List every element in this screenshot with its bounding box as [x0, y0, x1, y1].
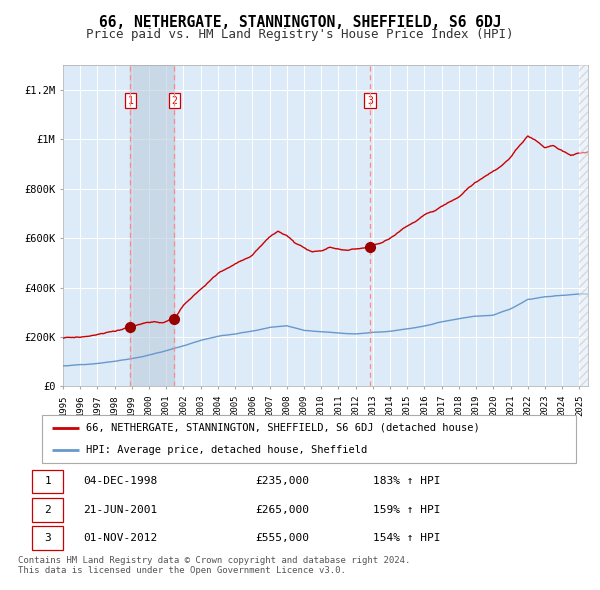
- FancyBboxPatch shape: [32, 498, 63, 522]
- Text: 66, NETHERGATE, STANNINGTON, SHEFFIELD, S6 6DJ (detached house): 66, NETHERGATE, STANNINGTON, SHEFFIELD, …: [86, 423, 479, 433]
- Text: 2: 2: [172, 96, 178, 106]
- Text: 3: 3: [44, 533, 51, 543]
- FancyBboxPatch shape: [32, 470, 63, 493]
- Text: 159% ↑ HPI: 159% ↑ HPI: [373, 504, 441, 514]
- Text: 04-DEC-1998: 04-DEC-1998: [83, 477, 157, 487]
- Text: £555,000: £555,000: [255, 533, 309, 543]
- Text: HPI: Average price, detached house, Sheffield: HPI: Average price, detached house, Shef…: [86, 445, 367, 455]
- Text: 2: 2: [44, 504, 51, 514]
- FancyBboxPatch shape: [32, 526, 63, 550]
- Text: 01-NOV-2012: 01-NOV-2012: [83, 533, 157, 543]
- Text: £265,000: £265,000: [255, 504, 309, 514]
- Text: 183% ↑ HPI: 183% ↑ HPI: [373, 477, 441, 487]
- Text: 66, NETHERGATE, STANNINGTON, SHEFFIELD, S6 6DJ: 66, NETHERGATE, STANNINGTON, SHEFFIELD, …: [99, 15, 501, 30]
- Text: 3: 3: [367, 96, 373, 106]
- Text: 1: 1: [128, 96, 133, 106]
- FancyBboxPatch shape: [42, 415, 576, 463]
- Bar: [130, 65, 175, 386]
- Text: £235,000: £235,000: [255, 477, 309, 487]
- Text: 154% ↑ HPI: 154% ↑ HPI: [373, 533, 441, 543]
- Text: Price paid vs. HM Land Registry's House Price Index (HPI): Price paid vs. HM Land Registry's House …: [86, 28, 514, 41]
- Text: 21-JUN-2001: 21-JUN-2001: [83, 504, 157, 514]
- Text: Contains HM Land Registry data © Crown copyright and database right 2024.
This d: Contains HM Land Registry data © Crown c…: [18, 556, 410, 575]
- Text: 1: 1: [44, 477, 51, 487]
